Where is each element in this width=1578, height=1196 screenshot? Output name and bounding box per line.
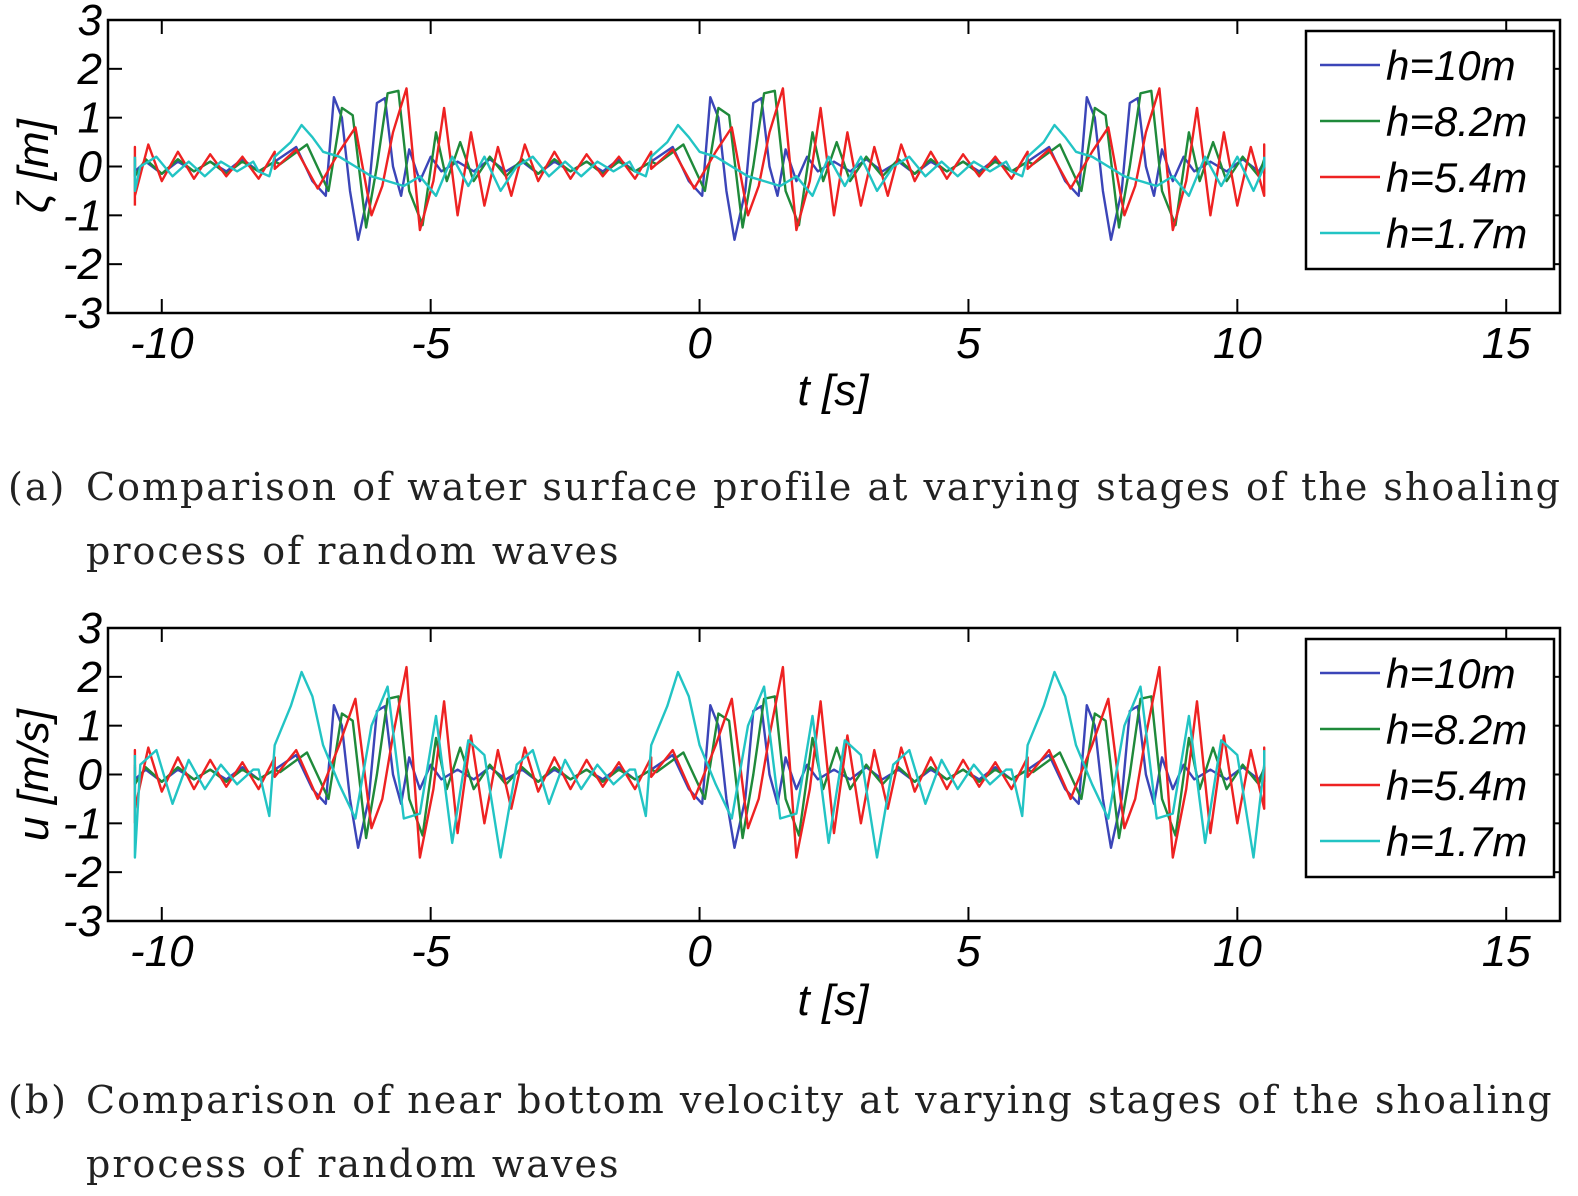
legend-box	[1304, 637, 1556, 879]
y-tick-label: 2	[77, 653, 102, 702]
legend-a: h=10m h=8.2m h=5.4m h=1.7m	[1304, 29, 1556, 271]
legend-entry: h=5.4m	[1386, 154, 1527, 201]
caption-a-label: (a)	[8, 465, 67, 509]
legend-box	[1304, 29, 1556, 271]
y-tick-label: 3	[78, 0, 103, 45]
series-line-b-2	[133, 665, 1266, 859]
y-tick-label: -1	[63, 191, 102, 240]
y-tick-label: 0	[78, 143, 103, 192]
legend-entry: h=10m	[1386, 42, 1516, 89]
series-line-a-2	[133, 87, 1266, 232]
x-tick-label: 0	[687, 927, 712, 976]
x-axis-label-b: t [s]	[798, 976, 871, 1025]
x-tick-label: -10	[130, 927, 194, 976]
legend-entry: h=10m	[1386, 650, 1516, 697]
y-tick-label: 2	[77, 45, 102, 94]
y-tick-label: 0	[78, 751, 103, 800]
x-tick-label: -5	[411, 319, 451, 368]
series-group-a	[133, 87, 1266, 241]
x-tick-label: 15	[1482, 319, 1531, 368]
legend-b: h=10m h=8.2m h=5.4m h=1.7m	[1304, 637, 1556, 879]
y-axis-label-b: u [m/s]	[9, 707, 58, 841]
x-ticks-b: -10 -5 0 5 10 15	[130, 628, 1531, 976]
legend-entry: h=5.4m	[1386, 762, 1527, 809]
x-tick-label: 10	[1213, 319, 1262, 368]
x-tick-label: 5	[956, 927, 981, 976]
caption-b: (b) Comparison of near bottom velocity at…	[8, 1068, 1573, 1196]
caption-a-line1: Comparison of water surface profile at v…	[86, 465, 1562, 509]
legend-entry: h=1.7m	[1386, 210, 1527, 257]
x-ticks-a: -10 -5 0 5 10 15	[130, 20, 1531, 368]
y-tick-label: 1	[78, 702, 102, 751]
series-line-b-0	[133, 704, 1266, 849]
x-tick-label: 10	[1213, 927, 1262, 976]
caption-a-line2: process of random waves	[86, 529, 621, 573]
x-tick-label: -5	[411, 927, 451, 976]
y-tick-label: -3	[63, 897, 103, 946]
series-line-a-1	[133, 89, 1266, 229]
y-tick-label: -2	[63, 848, 102, 897]
y-tick-label: -2	[63, 240, 102, 289]
legend-entry: h=8.2m	[1386, 706, 1527, 753]
legend-entry: h=1.7m	[1386, 818, 1527, 865]
series-group-b	[133, 665, 1266, 859]
legend-entry: h=8.2m	[1386, 98, 1527, 145]
series-line-a-0	[133, 96, 1266, 241]
x-axis-label-a: t [s]	[798, 366, 871, 415]
y-tick-label: 3	[78, 604, 103, 653]
caption-a: (a) Comparison of water surface profile a…	[8, 455, 1573, 583]
x-tick-label: -10	[130, 319, 194, 368]
caption-b-line1: Comparison of near bottom velocity at va…	[86, 1078, 1554, 1122]
caption-b-line2: process of random waves	[86, 1142, 621, 1186]
x-tick-label: 15	[1482, 927, 1531, 976]
y-axis-label-a: ζ [m]	[9, 117, 58, 212]
y-tick-label: -1	[63, 799, 102, 848]
x-tick-label: 0	[687, 319, 712, 368]
series-line-b-3	[133, 670, 1266, 859]
x-tick-label: 5	[956, 319, 981, 368]
y-tick-label: -3	[63, 289, 103, 338]
series-line-a-3	[133, 123, 1266, 197]
y-tick-label: 1	[78, 94, 102, 143]
caption-b-label: (b)	[8, 1078, 68, 1122]
